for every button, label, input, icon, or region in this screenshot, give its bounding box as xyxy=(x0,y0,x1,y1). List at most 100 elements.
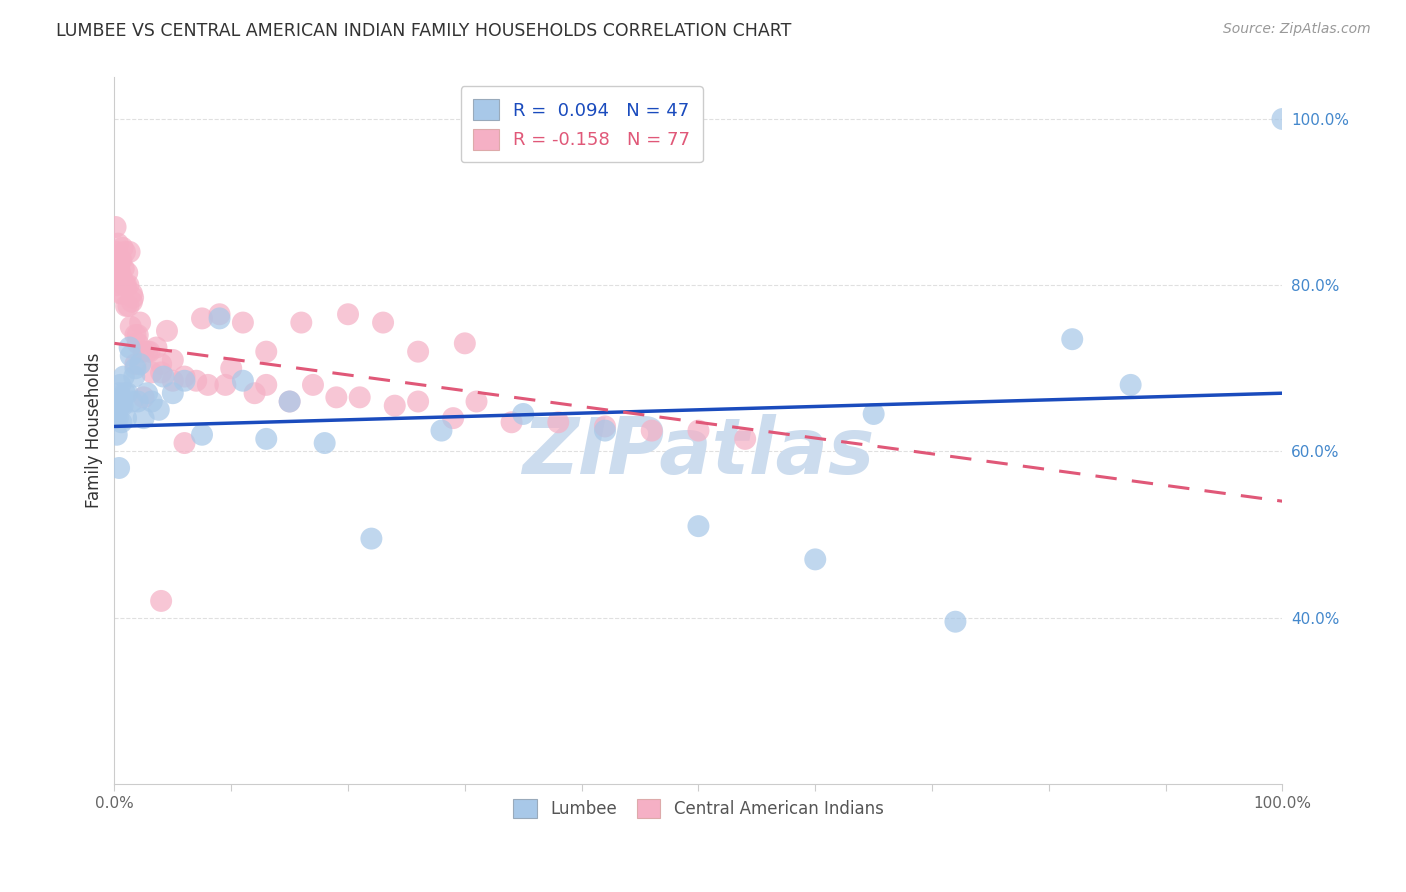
Point xyxy=(208,311,231,326)
Point xyxy=(547,415,569,429)
Point xyxy=(150,366,173,380)
Point xyxy=(465,394,488,409)
Point xyxy=(107,269,129,284)
Point xyxy=(132,411,155,425)
Point xyxy=(107,249,129,263)
Point xyxy=(337,307,360,321)
Point xyxy=(148,402,170,417)
Point xyxy=(173,374,195,388)
Point xyxy=(1119,377,1142,392)
Point xyxy=(278,394,301,409)
Point xyxy=(115,278,138,293)
Point xyxy=(121,394,143,409)
Point xyxy=(114,244,136,259)
Point xyxy=(219,361,242,376)
Point xyxy=(118,244,141,259)
Point xyxy=(162,374,184,388)
Point xyxy=(138,344,160,359)
Point xyxy=(441,411,464,425)
Point xyxy=(110,399,132,413)
Point xyxy=(243,386,266,401)
Point xyxy=(1271,112,1294,126)
Point xyxy=(110,415,132,429)
Text: LUMBEE VS CENTRAL AMERICAN INDIAN FAMILY HOUSEHOLDS CORRELATION CHART: LUMBEE VS CENTRAL AMERICAN INDIAN FAMILY… xyxy=(56,22,792,40)
Point xyxy=(232,374,254,388)
Point xyxy=(290,316,312,330)
Point xyxy=(117,386,139,401)
Point xyxy=(512,407,534,421)
Point xyxy=(107,394,129,409)
Point xyxy=(127,336,149,351)
Point xyxy=(278,394,301,409)
Point xyxy=(232,316,254,330)
Point xyxy=(104,261,127,276)
Point xyxy=(945,615,967,629)
Point xyxy=(110,394,132,409)
Point xyxy=(406,344,429,359)
Point xyxy=(110,286,132,301)
Point xyxy=(214,377,236,392)
Point xyxy=(110,253,132,268)
Point xyxy=(371,316,394,330)
Point xyxy=(593,424,616,438)
Point xyxy=(121,294,143,309)
Point xyxy=(104,219,127,234)
Point xyxy=(162,353,184,368)
Point xyxy=(129,357,152,371)
Point xyxy=(104,411,127,425)
Point xyxy=(124,361,146,376)
Point xyxy=(111,241,134,255)
Point xyxy=(734,432,756,446)
Point xyxy=(124,357,146,371)
Point xyxy=(325,390,347,404)
Point xyxy=(124,328,146,343)
Point xyxy=(191,311,214,326)
Point xyxy=(406,394,429,409)
Point xyxy=(641,424,664,438)
Point xyxy=(108,386,131,401)
Point xyxy=(111,399,134,413)
Point xyxy=(804,552,827,566)
Point xyxy=(141,366,163,380)
Point xyxy=(132,390,155,404)
Point xyxy=(117,299,139,313)
Point xyxy=(136,344,159,359)
Text: ZIPatlas: ZIPatlas xyxy=(522,414,875,490)
Point xyxy=(117,266,139,280)
Point xyxy=(197,377,219,392)
Point xyxy=(105,427,128,442)
Point xyxy=(120,349,142,363)
Point xyxy=(136,386,159,401)
Point xyxy=(186,374,208,388)
Point xyxy=(108,461,131,475)
Point xyxy=(120,319,142,334)
Point xyxy=(118,341,141,355)
Point xyxy=(127,394,149,409)
Point xyxy=(114,386,136,401)
Point xyxy=(156,324,179,338)
Point xyxy=(360,532,382,546)
Point xyxy=(110,377,132,392)
Point xyxy=(208,307,231,321)
Point xyxy=(132,344,155,359)
Point xyxy=(117,278,139,293)
Point xyxy=(110,253,132,268)
Text: Source: ZipAtlas.com: Source: ZipAtlas.com xyxy=(1223,22,1371,37)
Point xyxy=(454,336,477,351)
Point xyxy=(593,419,616,434)
Point xyxy=(162,386,184,401)
Point xyxy=(173,369,195,384)
Point xyxy=(862,407,884,421)
Point xyxy=(121,286,143,301)
Y-axis label: Family Households: Family Households xyxy=(86,353,103,508)
Point xyxy=(141,394,163,409)
Point xyxy=(150,594,173,608)
Legend: Lumbee, Central American Indians: Lumbee, Central American Indians xyxy=(506,792,890,825)
Point xyxy=(254,432,277,446)
Point xyxy=(105,244,128,259)
Point xyxy=(107,236,129,251)
Point xyxy=(152,369,174,384)
Point xyxy=(688,424,710,438)
Point xyxy=(122,291,145,305)
Point xyxy=(110,269,132,284)
